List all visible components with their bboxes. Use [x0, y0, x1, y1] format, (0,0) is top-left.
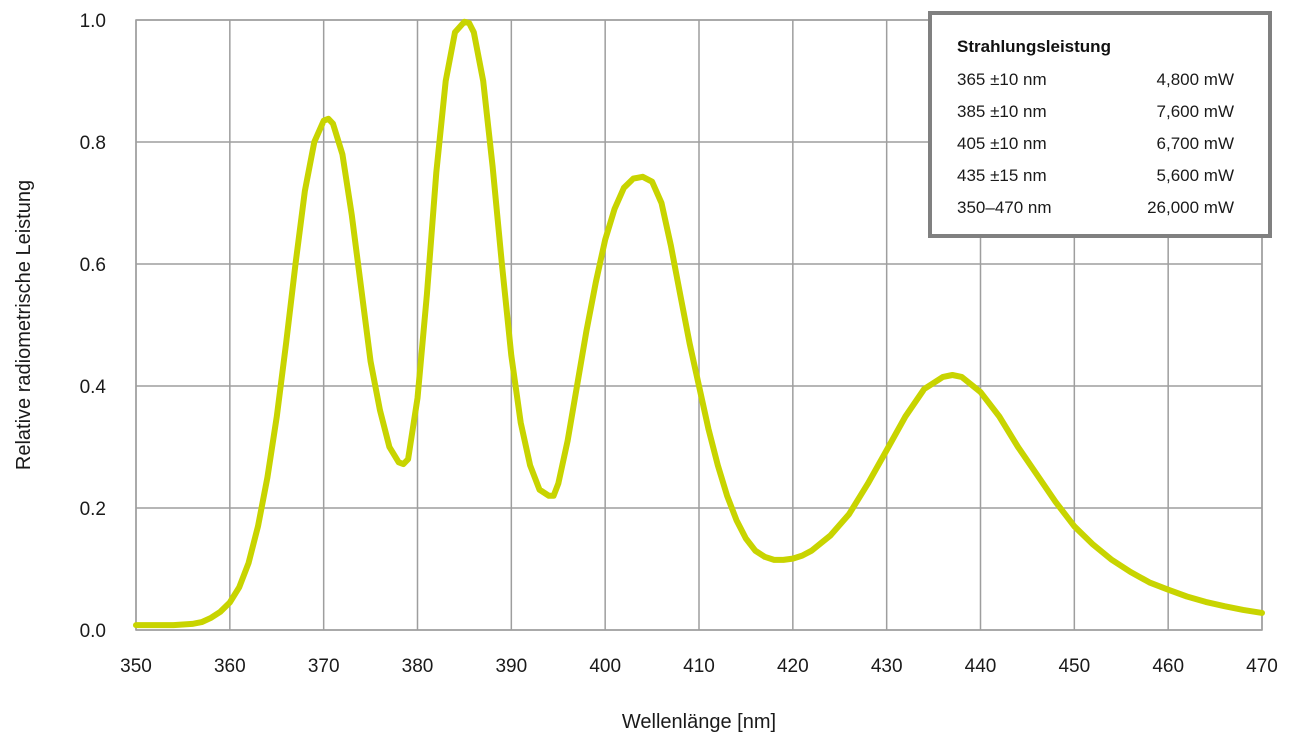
y-tick-label: 0.6 — [80, 255, 106, 276]
legend-row-value: 26,000 mW — [1147, 198, 1234, 217]
x-tick-label: 370 — [308, 656, 340, 677]
x-tick-label: 400 — [589, 656, 621, 677]
y-axis-title: Relative radiometrische Leistung — [13, 180, 35, 470]
y-tick-label: 0.4 — [80, 377, 107, 398]
legend-row-value: 6,700 mW — [1157, 134, 1234, 153]
legend-row-value: 4,800 mW — [1157, 70, 1234, 89]
legend-row-label: 350–470 nm — [957, 198, 1052, 217]
plot-frame — [135, 19, 1263, 631]
legend-frame — [928, 11, 1272, 238]
x-tick-label: 460 — [1152, 656, 1184, 677]
y-tick-label: 0.8 — [80, 133, 106, 154]
legend-row-label: 385 ±10 nm — [957, 102, 1047, 121]
y-tick-label: 0.0 — [80, 621, 106, 642]
legend-row-label: 365 ±10 nm — [957, 70, 1047, 89]
x-tick-label: 470 — [1246, 656, 1278, 677]
x-tick-label: 450 — [1058, 656, 1090, 677]
y-tick-label: 0.2 — [80, 499, 106, 520]
x-tick-labels: 350 360 370 380 390 400 410 420 430 440 450 460 470 — [120, 656, 1278, 677]
x-tick-label: 430 — [871, 656, 903, 677]
x-tick-label: 360 — [214, 656, 246, 677]
legend-row-value: 5,600 mW — [1157, 166, 1234, 185]
legend-row-label: 435 ±15 nm — [957, 166, 1047, 185]
x-tick-label: 380 — [402, 656, 434, 677]
x-tick-label: 350 — [120, 656, 152, 677]
legend-title: Strahlungsleistung — [957, 37, 1111, 56]
x-tick-label: 420 — [777, 656, 809, 677]
x-tick-label: 440 — [965, 656, 997, 677]
series-line — [133, 18, 1265, 629]
x-tick-label: 390 — [495, 656, 527, 677]
y-tick-labels: 0.0 0.2 0.4 0.6 0.8 1.0 — [80, 11, 107, 642]
legend-box: Strahlungsleistung 365 ±10 nm 4,800 mW 385… — [928, 11, 1272, 238]
y-tick-label: 1.0 — [80, 11, 106, 32]
x-tick-label: 410 — [683, 656, 715, 677]
legend-row-value: 7,600 mW — [1157, 102, 1234, 121]
legend-rows: 365 ±10 nm 4,800 mW 385 ±10 nm 7,600 mW 405 … — [957, 70, 1234, 217]
legend-row-label: 405 ±10 nm — [957, 134, 1047, 153]
x-axis-title: Wellenlänge [nm] — [622, 711, 776, 733]
